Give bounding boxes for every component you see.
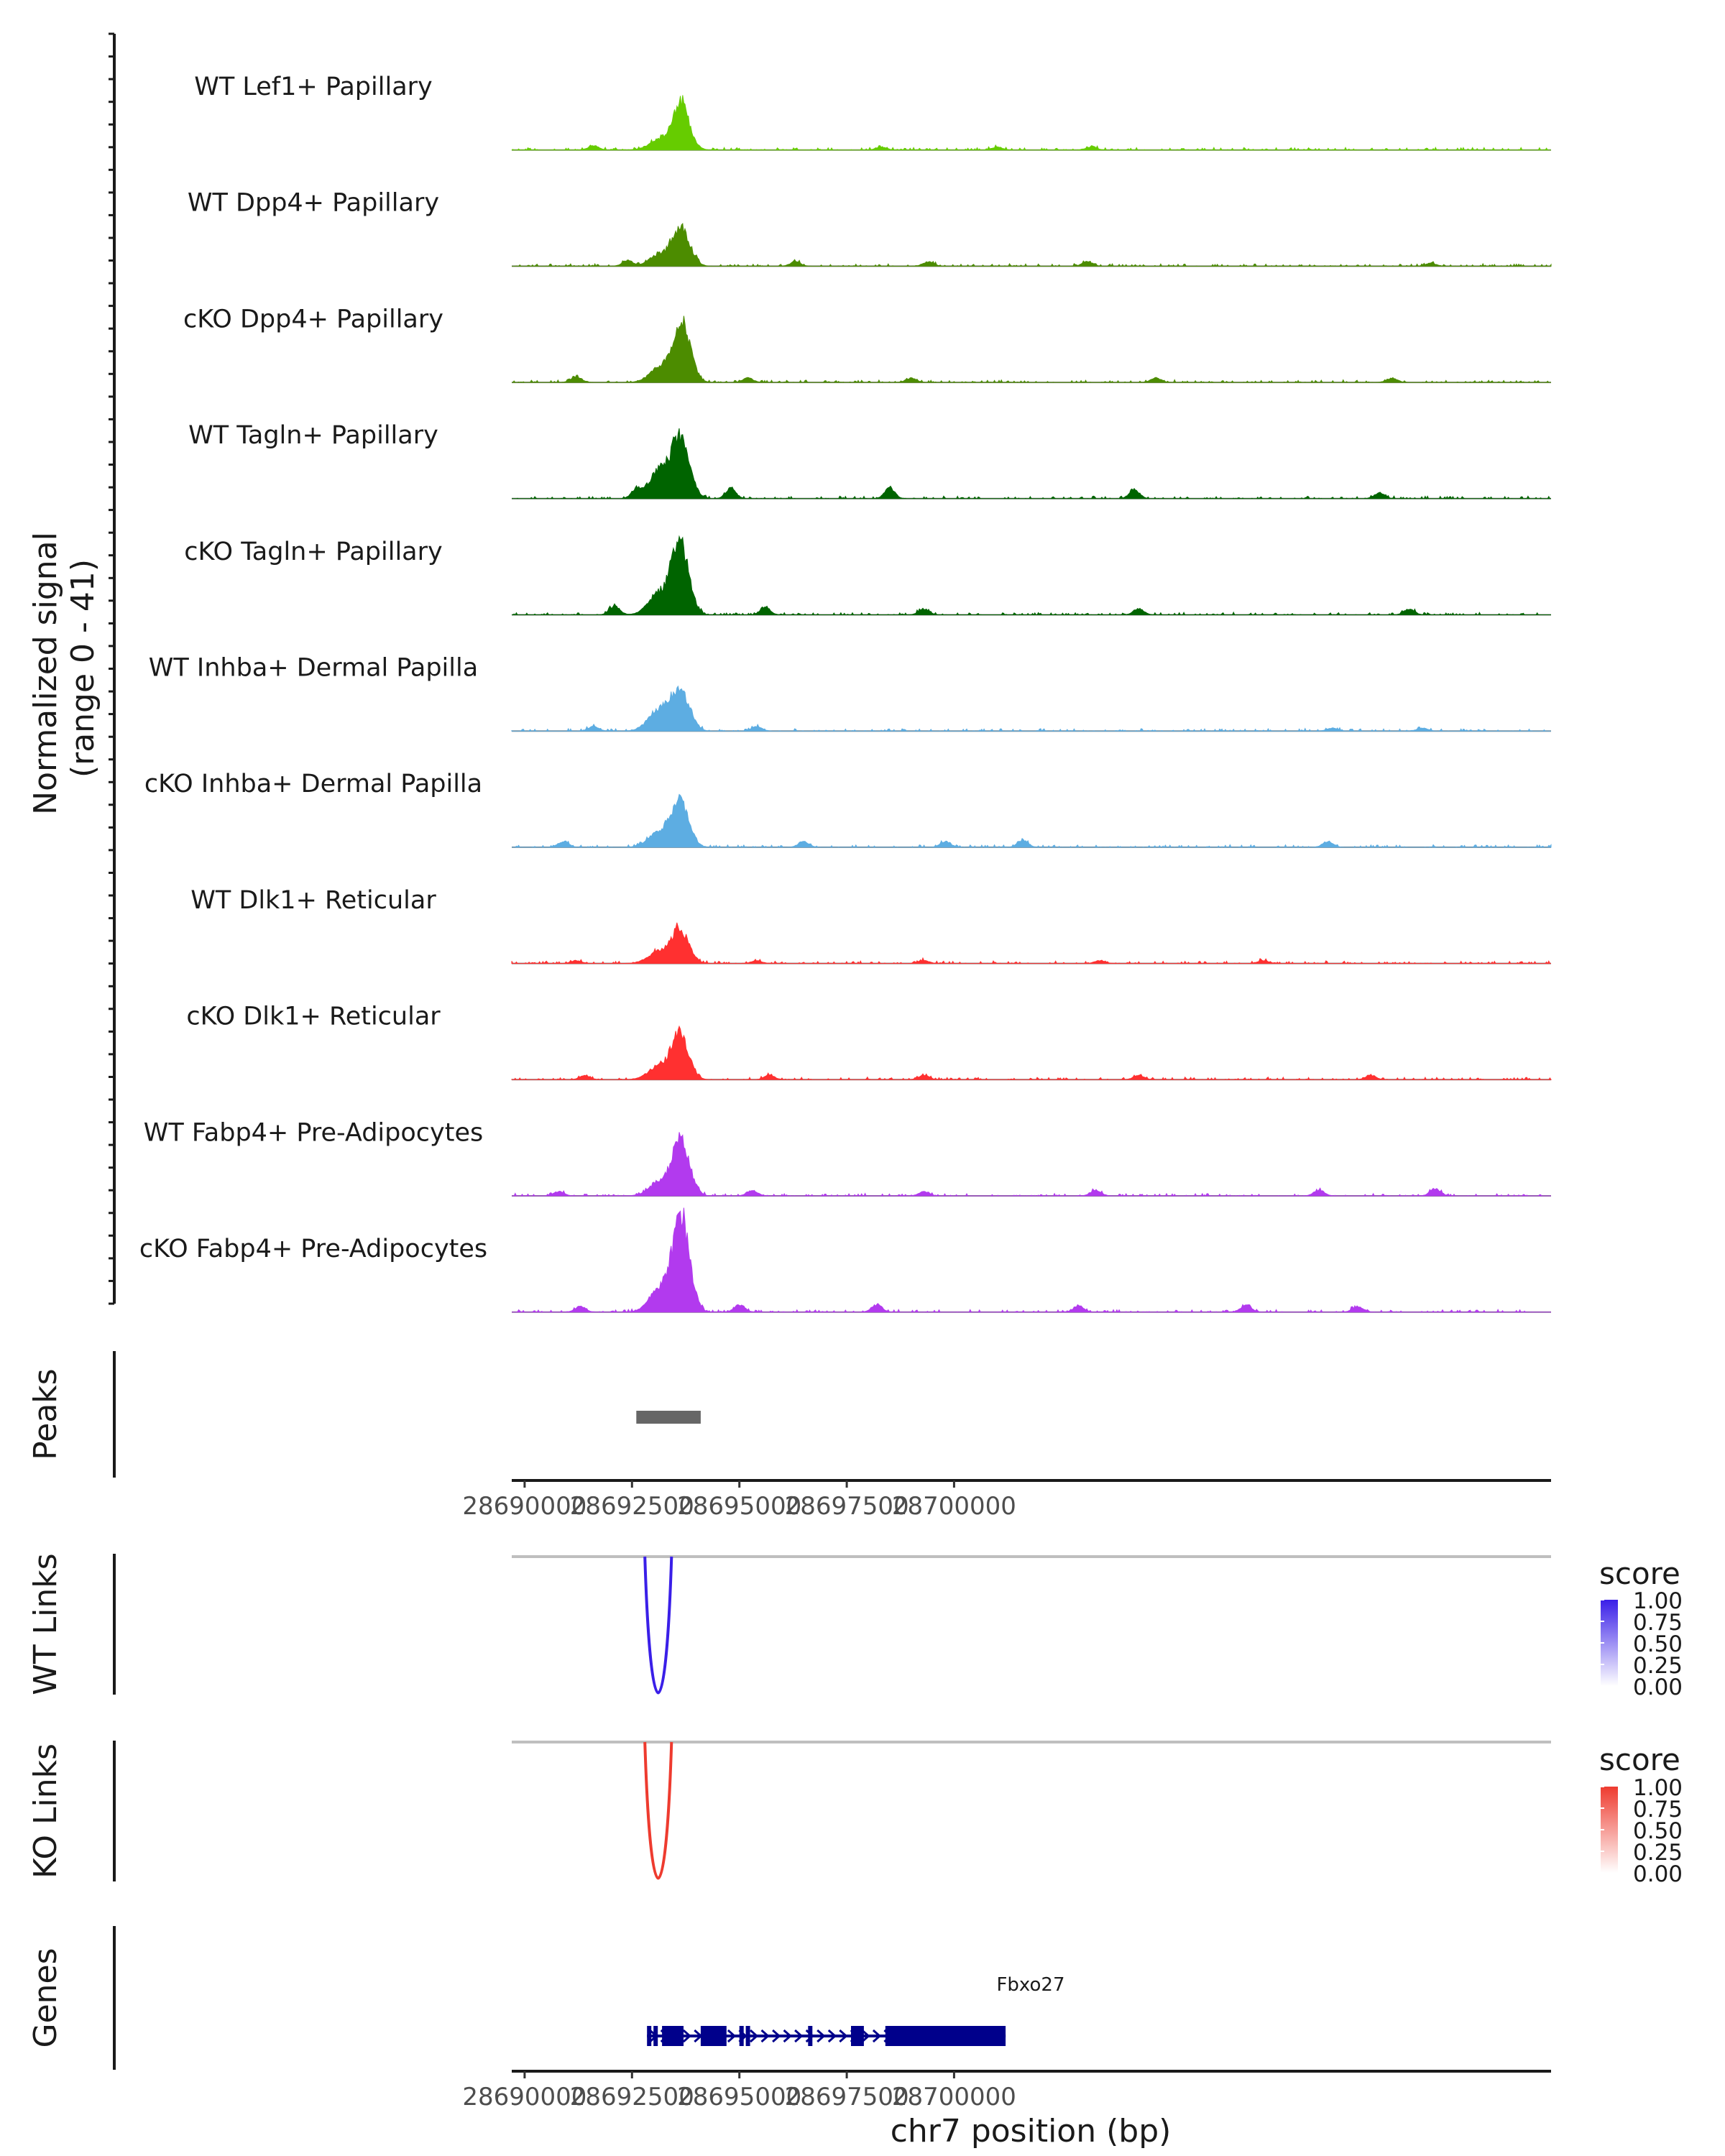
legend-tick-label: 0.50: [1633, 1818, 1683, 1844]
track-label: cKO Tagln+ Papillary: [184, 538, 443, 566]
gene-exon: [851, 2026, 864, 2046]
gene-exon: [739, 2026, 744, 2046]
ko-score-legend: score 1.000.750.500.250.00: [1599, 1742, 1683, 1887]
strand-arrow: [727, 2029, 737, 2043]
gene-exon: [653, 2026, 658, 2046]
legend-tick-label: 0.75: [1633, 1610, 1683, 1636]
strand-arrow: [839, 2029, 848, 2043]
strand-arrow: [783, 2029, 792, 2043]
coverage-area: [512, 428, 1551, 499]
strand-arrow: [827, 2029, 837, 2043]
peak-bar: [636, 1411, 701, 1424]
track-label: WT Dlk1+ Reticular: [190, 886, 436, 915]
wt-score-legend: score 1.000.750.500.250.00: [1599, 1556, 1683, 1700]
legend-tick-label: 0.25: [1633, 1840, 1683, 1866]
y-axis-title-line2: (range 0 - 41): [65, 559, 101, 778]
strand-arrow: [861, 2029, 870, 2043]
wt-links-track: [512, 1555, 1551, 1695]
coverage-track: WT Dlk1+ Reticular: [190, 886, 1551, 964]
wt-legend-title: score: [1599, 1556, 1680, 1591]
coverage-area: [512, 1207, 1551, 1313]
x-axis-tick-label: 28695000: [677, 1492, 801, 1521]
coverage-area: [512, 222, 1552, 267]
strand-arrow: [794, 2029, 804, 2043]
x-axis-tick-label: 28692500: [570, 1492, 694, 1521]
x-axis-tick-label: 28700000: [892, 2083, 1016, 2111]
track-label: cKO Inhba+ Dermal Papilla: [144, 770, 482, 798]
coverage-track: WT Dpp4+ Papillary: [188, 189, 1552, 267]
strand-arrow: [772, 2029, 781, 2043]
coverage-track: WT Lef1+ Papillary: [194, 73, 1551, 151]
track-label: WT Dpp4+ Papillary: [188, 189, 439, 218]
gene-name-label: Fbxo27: [996, 1974, 1064, 1996]
coverage-tracks: WT Lef1+ Papillary WT Dpp4+ Papillary cKO …: [139, 73, 1552, 1313]
coverage-area: [512, 1132, 1551, 1197]
coverage-track: cKO Dpp4+ Papillary: [183, 305, 1551, 384]
link-arc: [643, 1741, 673, 1880]
legend-tick-label: 0.25: [1633, 1653, 1683, 1679]
ko-links-track: [512, 1741, 1551, 1880]
track-label: WT Tagln+ Papillary: [188, 421, 438, 450]
gene-exon: [745, 2026, 750, 2046]
coverage-area: [511, 685, 1551, 732]
coverage-track: cKO Dlk1+ Reticular: [186, 1003, 1552, 1081]
strand-arrow: [682, 2029, 692, 2043]
genes-track: Fbxo27: [647, 1974, 1065, 2046]
coverage-track: WT Fabp4+ Pre-Adipocytes: [144, 1118, 1551, 1197]
gene-exon: [808, 2026, 813, 2046]
x-axis-tick-label: 28695000: [677, 2083, 801, 2111]
coverage-area: [511, 922, 1551, 964]
coverage-track: cKO Tagln+ Papillary: [184, 535, 1551, 616]
strand-arrow: [760, 2029, 770, 2043]
x-axis-tick-label: 28690000: [462, 1492, 586, 1521]
strand-arrow: [816, 2029, 826, 2043]
peaks-label: Peaks: [27, 1368, 64, 1460]
x-axis-tick-label: 28700000: [892, 1492, 1016, 1521]
x-axis-tick-label: 28697500: [785, 2083, 909, 2111]
track-label: WT Inhba+ Dermal Papilla: [149, 654, 478, 683]
x-axis-tick-label: 28697500: [785, 1492, 909, 1521]
y-axis-title-line1: Normalized signal: [27, 532, 64, 815]
x-axis-tick-label: 28690000: [462, 2083, 586, 2111]
coverage-area: [511, 95, 1551, 151]
coverage-y-axis: [109, 32, 116, 1305]
ko-links-label: KO Links: [27, 1743, 64, 1879]
coverage-area: [512, 793, 1552, 848]
gene-exon: [662, 2026, 684, 2046]
ko-legend-title: score: [1599, 1742, 1680, 1777]
legend-tick-label: 1.00: [1633, 1775, 1683, 1801]
track-label: WT Fabp4+ Pre-Adipocytes: [144, 1118, 483, 1147]
coverage-track: WT Tagln+ Papillary: [188, 421, 1551, 499]
coverage-track: cKO Fabp4+ Pre-Adipocytes: [139, 1207, 1551, 1313]
gene-exon: [885, 2026, 1006, 2046]
x-axis-tick-label: 28692500: [570, 2083, 694, 2111]
strand-arrow: [872, 2029, 882, 2043]
y-axis-title: Normalized signal (range 0 - 41): [27, 522, 101, 815]
gene-exon: [700, 2026, 727, 2046]
track-label: WT Lef1+ Papillary: [194, 73, 433, 101]
coverage-area: [512, 315, 1551, 384]
genes-label: Genes: [27, 1948, 64, 2047]
legend-tick-label: 0.75: [1633, 1797, 1683, 1823]
coverage-track: WT Inhba+ Dermal Papilla: [149, 654, 1551, 732]
peaks-track: [636, 1411, 701, 1424]
legend-tick-label: 0.50: [1633, 1631, 1683, 1657]
track-label: cKO Dpp4+ Papillary: [183, 305, 443, 333]
legend-tick-label: 1.00: [1633, 1588, 1683, 1614]
wt-links-label: WT Links: [27, 1553, 64, 1695]
x-axis-title: chr7 position (bp): [891, 2113, 1172, 2150]
coverage-area: [511, 1025, 1552, 1081]
legend-tick-label: 0.00: [1633, 1674, 1683, 1700]
strand-arrow: [750, 2029, 759, 2043]
track-label: cKO Dlk1+ Reticular: [186, 1003, 441, 1031]
legend-tick-label: 0.00: [1633, 1861, 1683, 1887]
link-arc: [643, 1556, 673, 1695]
track-label: cKO Fabp4+ Pre-Adipocytes: [139, 1235, 487, 1263]
coverage-area: [512, 535, 1551, 616]
coverage-track: cKO Inhba+ Dermal Papilla: [144, 770, 1552, 848]
gene-exon: [647, 2026, 652, 2046]
